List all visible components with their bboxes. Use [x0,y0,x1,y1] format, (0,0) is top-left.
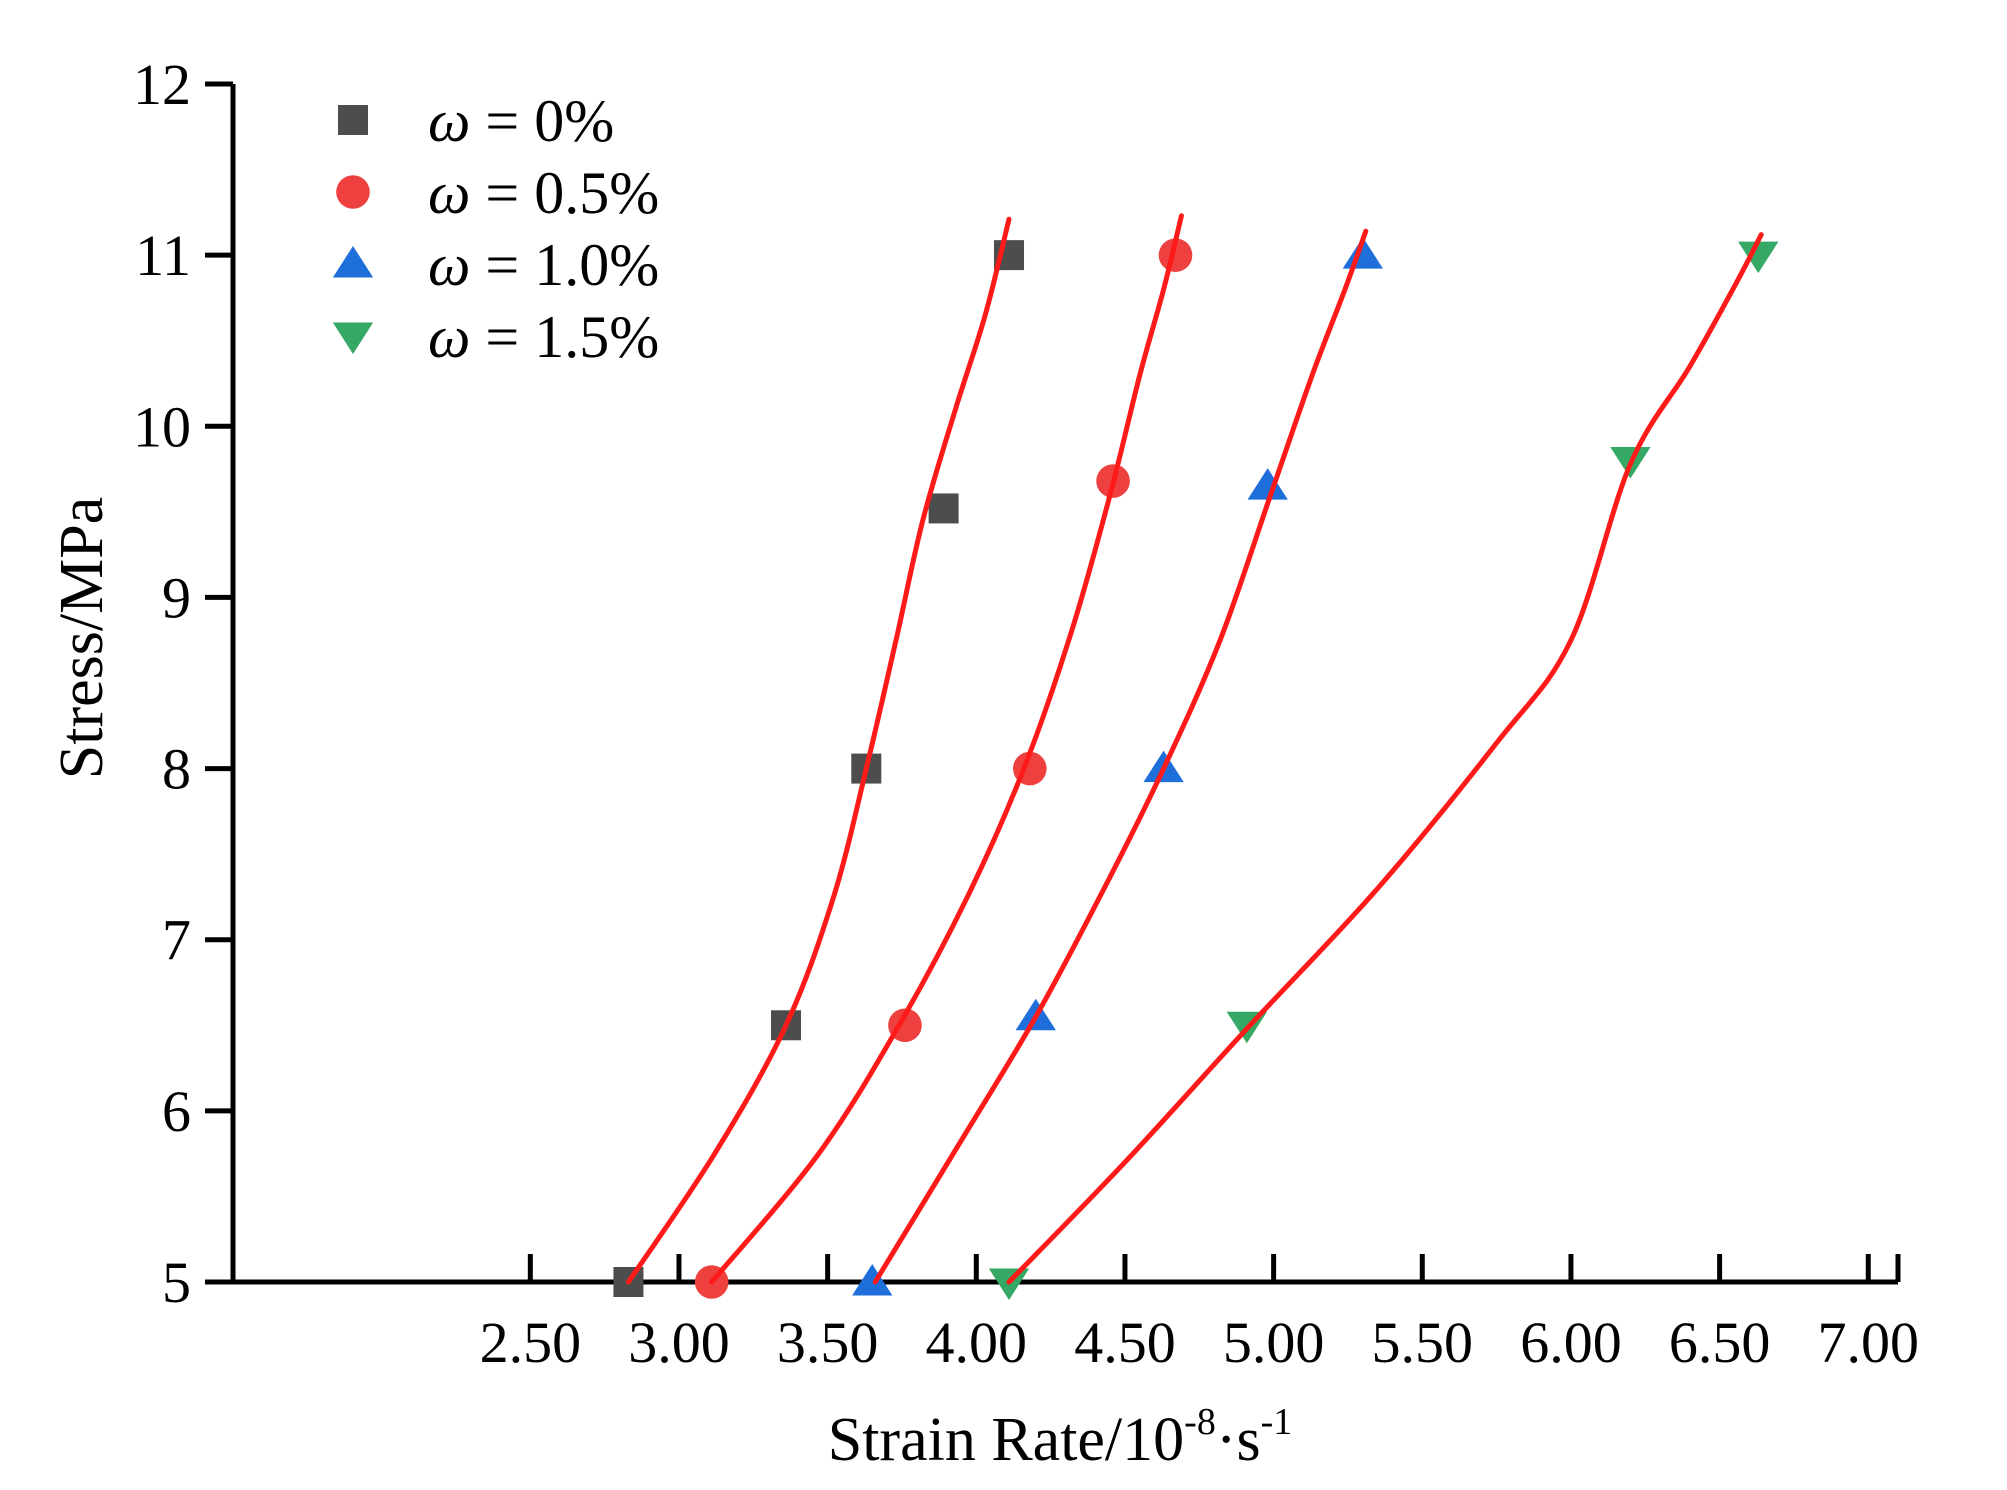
x-tick-label-0: 2.50 [480,1310,582,1375]
x-tick-label-4: 4.50 [1074,1310,1176,1375]
x-tick-label-6: 5.50 [1372,1310,1474,1375]
series-1-point-4 [1158,238,1193,272]
fit-curves [625,213,1764,1285]
series-2-point-0 [852,1264,893,1296]
series-0-point-3 [928,493,959,524]
legend-label-3: ω = 1.5% [428,304,659,370]
data-markers [613,237,1779,1300]
series-3-point-3 [1738,241,1779,274]
legend: ω = 0%ω = 0.5%ω = 1.0%ω = 1.5% [332,88,659,370]
series-1-fit-curve [709,213,1184,1285]
y-tick-label-7: 12 [133,52,191,117]
legend-marker-0 [338,105,368,135]
y-tick-label-5: 10 [133,394,191,459]
x-axis-title: Strain Rate/10-8·s-1 [828,1401,1293,1474]
y-axis-title: Stress/MPa [48,497,116,779]
series-2-point-3 [1247,468,1288,500]
y-tick-label-2: 7 [162,908,191,973]
legend-marker-1 [336,175,370,209]
legend-label-2: ω = 1.0% [428,232,659,298]
legend-label-1: ω = 0.5% [428,160,659,226]
y-tick-label-6: 11 [135,223,191,288]
series-3-fit-curve [1006,232,1764,1285]
x-ticks: 2.50 3.00 3.50 4.00 4.50 5.00 5.50 6.00 6.50 7.00 [480,1254,1919,1375]
legend-label-0: ω = 0% [428,88,614,154]
y-tick-label-0: 5 [162,1250,191,1315]
y-ticks: 5 6 7 8 9 10 11 12 [133,52,233,1315]
x-tick-label-8: 6.50 [1669,1310,1771,1375]
x-tick-label-3: 4.00 [926,1310,1028,1375]
y-tick-label-3: 8 [162,737,191,802]
x-tick-label-5: 5.00 [1223,1310,1325,1375]
x-tick-label-1: 3.00 [628,1310,730,1375]
series-0-fit-curve [625,216,1012,1285]
legend-marker-2 [332,246,374,278]
x-tick-label-2: 3.50 [777,1310,879,1375]
x-tick-label-7: 6.00 [1520,1310,1622,1375]
axes [230,84,1898,1285]
x-tick-label-9: 7.00 [1818,1310,1920,1375]
series-2-fit-curve [872,228,1369,1285]
y-tick-label-1: 6 [162,1079,191,1144]
y-tick-label-4: 9 [162,565,191,630]
legend-marker-3 [332,322,374,354]
